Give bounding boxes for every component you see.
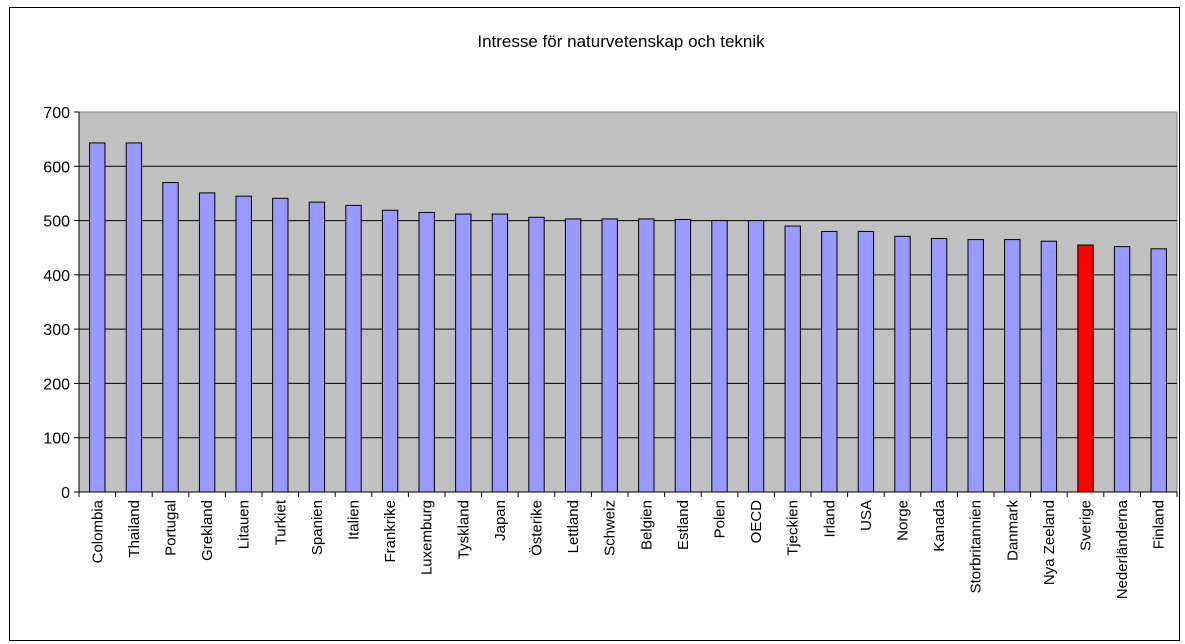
x-tick-label: Storbritannien xyxy=(968,500,985,593)
bar-6 xyxy=(308,201,326,493)
bar-20 xyxy=(821,230,838,493)
y-tick-label: 100 xyxy=(43,431,70,448)
x-tick-label: Polen xyxy=(712,500,729,538)
bar-1 xyxy=(125,142,143,493)
chart-title: Intresse för naturvetenskap och teknik xyxy=(477,32,765,51)
bar-9 xyxy=(418,211,435,493)
x-tick-label: Thailand xyxy=(126,500,143,558)
bar-29 xyxy=(1150,248,1167,493)
x-tick-label: Irland xyxy=(821,500,838,538)
bar-5 xyxy=(272,197,289,493)
bar-8 xyxy=(381,209,399,493)
x-tick-label: Danmark xyxy=(1004,500,1021,561)
x-tick-label: Litauen xyxy=(236,500,253,549)
bar-2 xyxy=(162,182,179,493)
gridlines xyxy=(79,165,1177,439)
x-tick-label: Italien xyxy=(346,500,363,540)
y-axis: 0 100 200 300 400 500 600 700 xyxy=(43,105,80,502)
bar-23 xyxy=(930,237,948,493)
bar-17 xyxy=(711,220,728,493)
chart-frame: Intresse för naturvetenskap och teknik 0… xyxy=(9,7,1180,641)
bar-0 xyxy=(89,142,106,493)
bar-11 xyxy=(491,213,509,493)
bar-19 xyxy=(784,225,801,493)
x-tick-label: Kanada xyxy=(931,499,948,551)
x-tick-label: OECD xyxy=(748,500,765,544)
y-tick-label: 300 xyxy=(43,322,70,339)
x-tick-label: Grekland xyxy=(199,500,216,561)
x-tick-label: Portugal xyxy=(163,500,180,556)
bar-14 xyxy=(601,218,618,493)
bars xyxy=(89,142,1167,493)
bar-7 xyxy=(345,204,362,493)
bar-27 xyxy=(1077,244,1094,493)
x-axis: Colombia Thailand Portugal Grekland Litauen T… xyxy=(78,491,1178,599)
x-tick-label: Sverige xyxy=(1078,500,1095,551)
x-tick-label: Nya Zeeland xyxy=(1041,500,1058,585)
x-tick-label: Belgien xyxy=(638,500,655,550)
y-tick-label: 0 xyxy=(61,485,70,502)
y-tick-label: 500 xyxy=(43,214,70,231)
x-tick-label: Frankrike xyxy=(382,500,399,563)
x-tick-label: Colombia xyxy=(89,499,106,563)
x-tick-label: Turkiet xyxy=(272,499,289,545)
bar-10 xyxy=(455,213,472,493)
bar-21 xyxy=(857,230,875,493)
bar-24 xyxy=(967,239,984,493)
bar-13 xyxy=(564,218,582,493)
bar-4 xyxy=(235,195,252,493)
bar-25 xyxy=(1004,239,1021,493)
x-tick-label: Spanien xyxy=(309,500,326,555)
x-tick-label: Norge xyxy=(895,500,912,541)
bar-22 xyxy=(894,235,911,493)
x-tick-label: Tjeckien xyxy=(785,500,802,556)
bar-15 xyxy=(638,218,655,493)
bar-28 xyxy=(1113,246,1131,493)
bar-16 xyxy=(674,218,692,493)
x-tick-label: USA xyxy=(858,500,875,531)
x-tick-label: Österike xyxy=(528,500,546,556)
x-tick-label: Nederländerna xyxy=(1114,499,1131,599)
plot-area xyxy=(78,111,1178,493)
bar-26 xyxy=(1040,240,1058,493)
x-tick-label: Finland xyxy=(1151,500,1168,549)
x-tick-label: Estland xyxy=(675,500,692,550)
bar-chart: Intresse för naturvetenskap och teknik 0… xyxy=(43,32,1178,599)
x-tick-label: Lettland xyxy=(565,500,582,553)
bar-3 xyxy=(198,192,216,493)
y-tick-label: 600 xyxy=(43,159,70,176)
y-tick-label: 200 xyxy=(43,376,70,393)
x-tick-label: Luxemburg xyxy=(419,500,436,575)
y-tick-label: 700 xyxy=(43,105,70,122)
x-tick-label: Schweiz xyxy=(602,500,619,556)
x-tick-label: Japan xyxy=(492,500,509,541)
bar-12 xyxy=(528,216,545,493)
y-tick-label: 400 xyxy=(43,268,70,285)
x-tick-label: Tyskland xyxy=(455,500,472,559)
bar-18 xyxy=(747,220,765,493)
